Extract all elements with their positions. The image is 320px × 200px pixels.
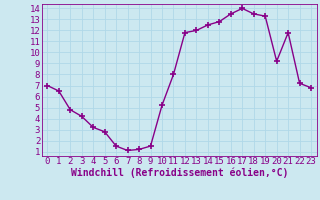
X-axis label: Windchill (Refroidissement éolien,°C): Windchill (Refroidissement éolien,°C) (70, 168, 288, 178)
